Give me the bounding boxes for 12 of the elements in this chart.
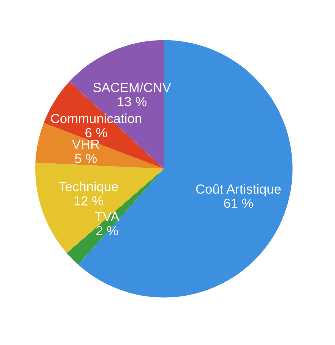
slice-label: Coût Artistique xyxy=(196,184,281,197)
data-label: 12 % xyxy=(74,196,104,206)
data-label: 5 % xyxy=(75,154,97,164)
slice-label: VHR xyxy=(72,140,100,150)
pie-slice xyxy=(36,123,164,170)
slice-label: Technique xyxy=(59,182,118,194)
data-label: 13 % xyxy=(118,97,147,107)
pie-slice xyxy=(36,162,164,254)
slice-label: SACEM/CNV xyxy=(94,82,172,92)
data-label: 61 % xyxy=(224,198,254,208)
data-label: 6 % xyxy=(86,128,108,138)
data-label: 2 % xyxy=(96,226,118,236)
